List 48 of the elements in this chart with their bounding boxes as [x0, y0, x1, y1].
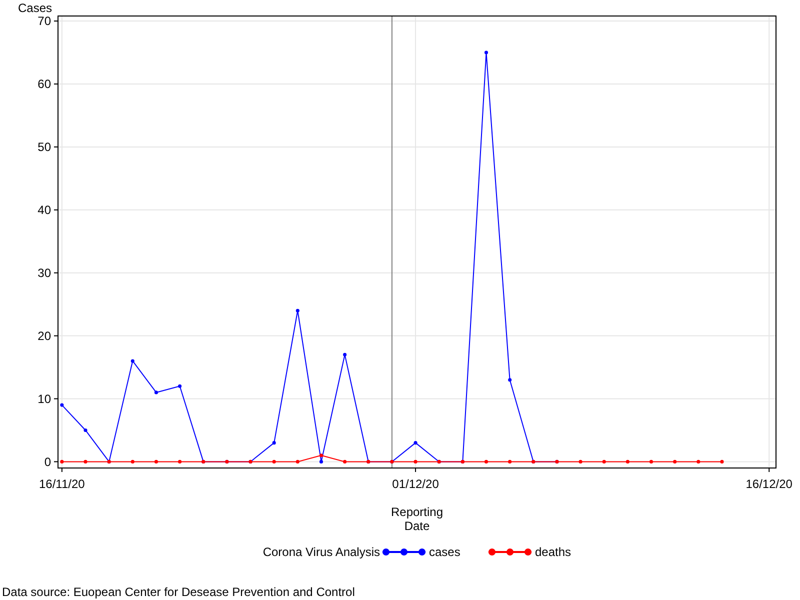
point	[649, 460, 654, 464]
y-tick-label: 0	[44, 454, 52, 469]
point	[60, 460, 64, 464]
legend-title: Corona Virus Analysis	[262, 545, 380, 560]
y-tick-label: 60	[38, 77, 52, 92]
y-tick-label: 10	[38, 392, 52, 406]
point	[343, 352, 347, 356]
point	[84, 460, 88, 464]
point	[272, 460, 276, 464]
point	[84, 428, 88, 432]
point	[484, 460, 488, 464]
y-tick-label: 30	[38, 266, 52, 280]
y-tick-label: 70	[38, 14, 52, 28]
point	[508, 460, 512, 464]
point	[60, 403, 64, 407]
point	[484, 50, 488, 54]
point	[272, 441, 276, 445]
point	[696, 460, 700, 464]
point	[414, 441, 418, 445]
point	[343, 460, 347, 464]
point	[578, 460, 582, 464]
x-axis-title: Reporting Date	[390, 505, 444, 533]
point	[154, 390, 158, 394]
point	[414, 460, 418, 464]
y-tick-label: 50	[38, 140, 52, 154]
source-note: Data source: Euopean Center for Desease Prevention and Control	[2, 585, 355, 599]
point	[602, 460, 606, 464]
point	[296, 460, 300, 464]
y-axis-title: Cases	[18, 1, 52, 15]
y-tick-label: 40	[38, 203, 52, 218]
point	[130, 359, 134, 363]
point	[154, 460, 158, 464]
point	[720, 460, 724, 464]
point	[319, 460, 324, 464]
point	[673, 460, 677, 464]
x-tick-label: 16/12/20	[746, 477, 793, 491]
legend-label: deaths	[535, 545, 572, 560]
y-tick-label: 20	[38, 329, 52, 343]
point	[319, 454, 324, 458]
point	[178, 460, 182, 464]
x-tick-label: 16/11/20	[39, 477, 86, 491]
point	[178, 384, 182, 388]
point	[130, 460, 134, 464]
x-tick-label: 01/12/20	[392, 477, 440, 491]
point	[626, 460, 630, 464]
point	[296, 308, 300, 312]
legend-label: cases	[429, 545, 460, 560]
point	[508, 378, 512, 382]
